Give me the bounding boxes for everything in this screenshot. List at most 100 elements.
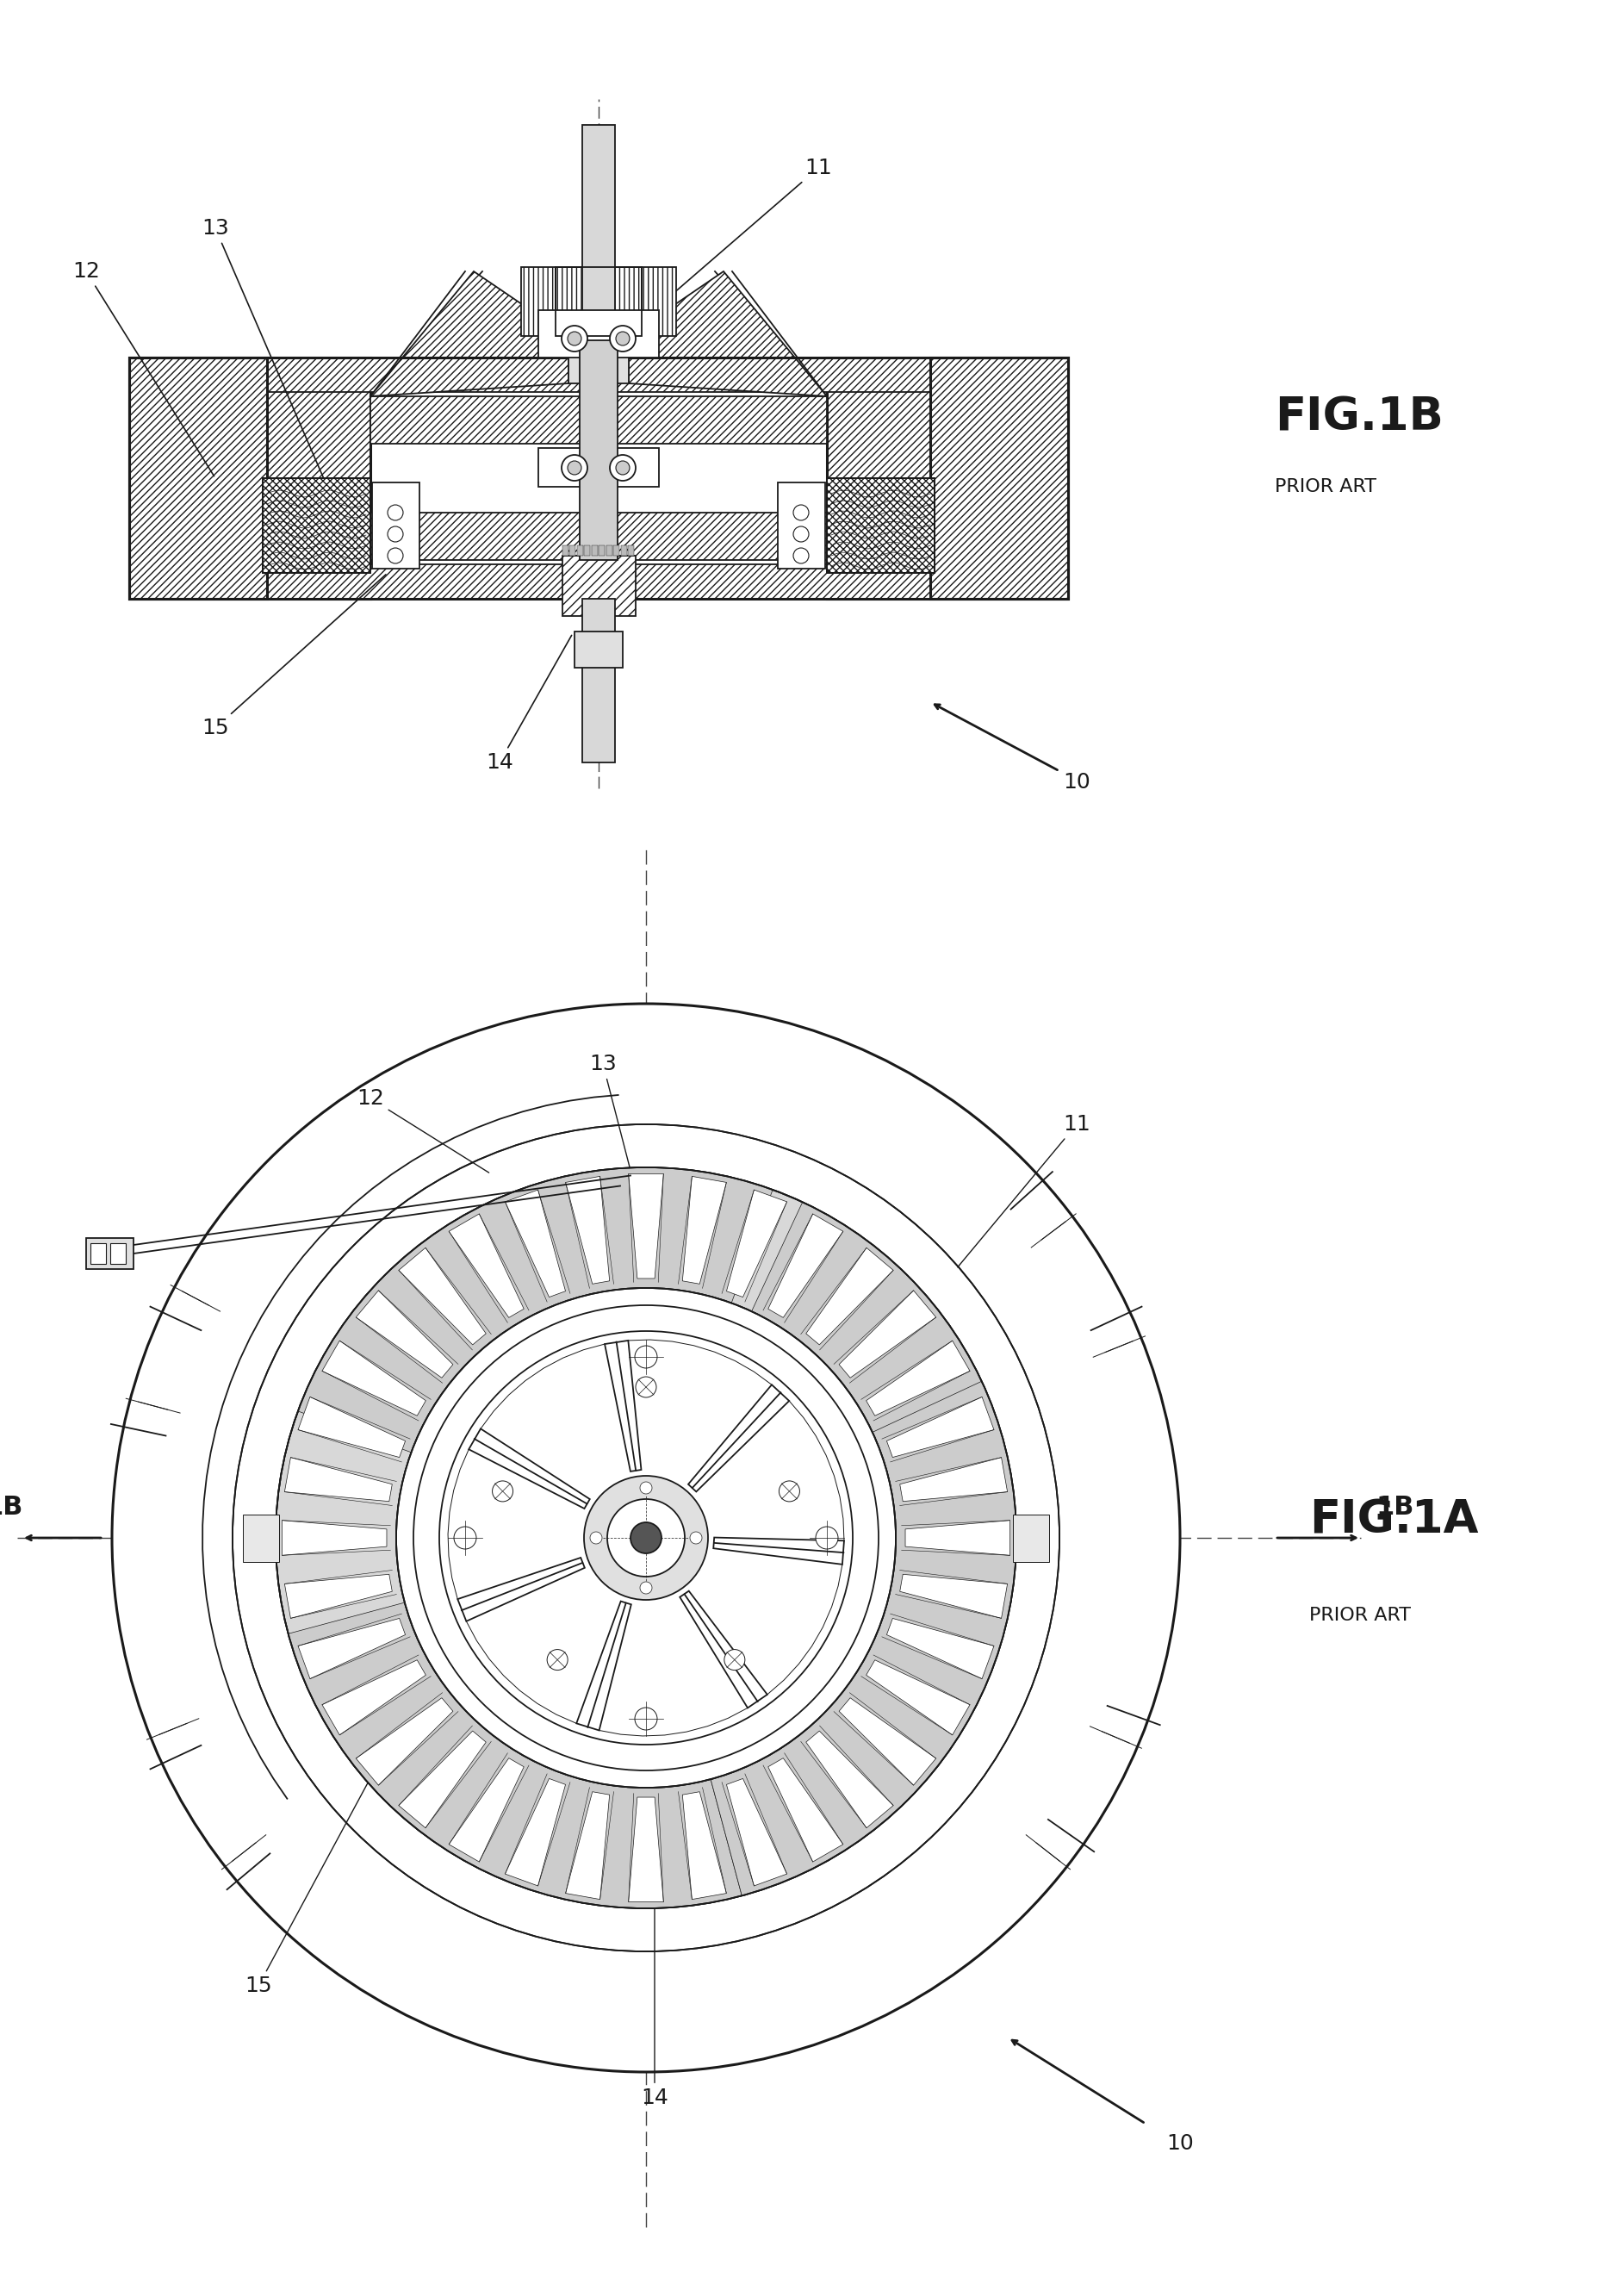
Bar <box>1013 1513 1048 1561</box>
Circle shape <box>816 1527 838 1550</box>
Polygon shape <box>900 1458 1008 1502</box>
Bar <box>562 556 635 615</box>
Polygon shape <box>806 1247 893 1345</box>
Polygon shape <box>680 1591 767 1708</box>
Circle shape <box>111 1003 1181 2071</box>
Polygon shape <box>727 1189 787 1297</box>
Polygon shape <box>688 1384 790 1492</box>
Circle shape <box>607 1499 685 1577</box>
Circle shape <box>396 1288 896 1789</box>
Polygon shape <box>355 1697 452 1786</box>
Bar <box>827 478 935 574</box>
Bar <box>86 1238 134 1270</box>
Circle shape <box>396 1288 896 1789</box>
Circle shape <box>589 1531 602 1543</box>
Polygon shape <box>577 1600 631 1731</box>
Text: 14: 14 <box>486 636 572 774</box>
Bar <box>129 358 370 599</box>
Circle shape <box>793 549 809 563</box>
Circle shape <box>276 1166 1016 1908</box>
Bar <box>620 546 627 556</box>
Bar <box>110 1242 126 1263</box>
Polygon shape <box>887 1396 993 1458</box>
Polygon shape <box>370 271 568 397</box>
Polygon shape <box>887 1619 993 1678</box>
Bar <box>129 358 1068 599</box>
Text: 12: 12 <box>73 262 215 475</box>
Polygon shape <box>628 271 827 397</box>
Circle shape <box>793 526 809 542</box>
Bar <box>580 340 617 560</box>
Polygon shape <box>906 1520 1009 1554</box>
Text: 12: 12 <box>357 1088 489 1173</box>
Bar <box>570 546 575 556</box>
Bar <box>641 266 677 335</box>
Text: 13: 13 <box>589 1054 636 1194</box>
Polygon shape <box>806 1731 893 1828</box>
Bar <box>90 1242 107 1263</box>
Text: PRIOR ART: PRIOR ART <box>1310 1607 1412 1623</box>
Bar <box>538 448 659 487</box>
Polygon shape <box>321 1341 426 1417</box>
Text: 1B: 1B <box>1376 1495 1415 1520</box>
Polygon shape <box>565 1791 609 1899</box>
Polygon shape <box>714 1538 845 1564</box>
Polygon shape <box>769 1215 843 1318</box>
Text: 10: 10 <box>1063 771 1090 792</box>
Text: 11: 11 <box>661 158 832 305</box>
Bar <box>562 546 568 556</box>
Text: 11: 11 <box>958 1114 1090 1267</box>
Circle shape <box>636 1378 656 1398</box>
Circle shape <box>388 526 404 542</box>
Text: FIG.1B: FIG.1B <box>1274 395 1444 441</box>
Wedge shape <box>751 1203 1016 1694</box>
Circle shape <box>562 326 588 351</box>
Bar <box>371 482 420 569</box>
Bar <box>556 266 641 335</box>
Circle shape <box>615 331 630 344</box>
Bar <box>244 1513 279 1561</box>
Polygon shape <box>505 1189 565 1297</box>
Polygon shape <box>565 1176 609 1283</box>
Polygon shape <box>628 1173 664 1279</box>
Wedge shape <box>287 1603 741 1908</box>
Circle shape <box>610 326 636 351</box>
Polygon shape <box>399 1247 486 1345</box>
Text: PRIOR ART: PRIOR ART <box>1274 478 1376 496</box>
Bar <box>583 599 615 762</box>
Bar <box>129 358 1068 393</box>
Text: 13: 13 <box>202 218 326 484</box>
Circle shape <box>397 1290 895 1786</box>
Circle shape <box>640 1582 652 1593</box>
Bar <box>370 512 827 560</box>
Bar <box>583 124 615 358</box>
Bar <box>538 310 659 358</box>
Circle shape <box>793 505 809 521</box>
Circle shape <box>233 1125 1059 1952</box>
Circle shape <box>585 1476 707 1600</box>
Circle shape <box>630 1522 662 1554</box>
Circle shape <box>388 549 404 563</box>
Text: 15: 15 <box>245 1768 376 1995</box>
Circle shape <box>567 331 581 344</box>
Wedge shape <box>297 1166 772 1453</box>
Polygon shape <box>284 1458 392 1502</box>
Circle shape <box>690 1531 703 1543</box>
Polygon shape <box>449 1759 523 1862</box>
Bar <box>263 478 370 574</box>
Circle shape <box>547 1649 568 1669</box>
Bar <box>263 478 370 574</box>
Text: 15: 15 <box>202 574 386 739</box>
Bar <box>591 546 598 556</box>
Bar <box>129 565 1068 599</box>
Circle shape <box>724 1649 745 1669</box>
Circle shape <box>635 1708 657 1729</box>
Bar <box>575 631 623 668</box>
Text: 14: 14 <box>641 1880 669 2108</box>
Circle shape <box>615 461 630 475</box>
Bar <box>930 358 1068 599</box>
Bar <box>522 266 556 335</box>
Polygon shape <box>727 1779 787 1885</box>
Circle shape <box>640 1481 652 1495</box>
Polygon shape <box>457 1557 585 1621</box>
